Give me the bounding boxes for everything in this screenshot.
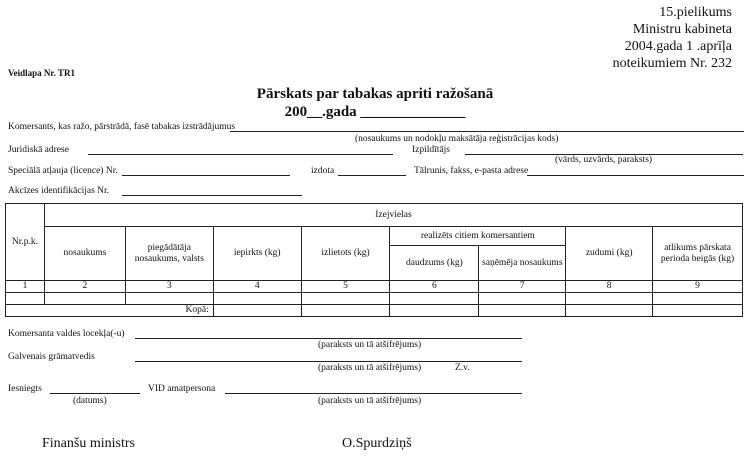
- cell[interactable]: [565, 304, 654, 317]
- annex-line: 2004.gada 1 .aprīļa: [624, 39, 732, 54]
- issued-field[interactable]: [338, 175, 406, 176]
- col-number: 8: [565, 280, 654, 293]
- cell[interactable]: [652, 292, 743, 305]
- cell[interactable]: [5, 292, 45, 305]
- executor-hint: (vārds, uzvārds, paraksts): [555, 155, 653, 165]
- accountant-hint: (paraksts un tā atšifrējums): [318, 363, 422, 373]
- cell[interactable]: [212, 304, 302, 317]
- total-row: Kopā:: [5, 304, 743, 317]
- company-label: Komersants, kas ražo, pārstrādā, fasē ta…: [8, 122, 236, 132]
- col-number: 5: [300, 280, 391, 293]
- company-field[interactable]: [230, 131, 744, 132]
- page-title: Pārskats par tabakas apriti ražošanā: [256, 86, 494, 102]
- col-number: 7: [478, 280, 567, 293]
- cell[interactable]: [478, 292, 567, 305]
- header-recipient: saņēmēja nosaukums: [478, 245, 567, 281]
- cell[interactable]: [300, 292, 391, 305]
- seal-label: Z.v.: [455, 363, 470, 373]
- header-supplier: piegādātāja nosaukums, valsts: [124, 226, 214, 281]
- header-nr: Nr.p.k.: [5, 203, 45, 281]
- header-group: Izejvielas: [43, 203, 744, 227]
- minister-name: O.Spurdziņš: [342, 436, 412, 451]
- contacts-field[interactable]: [527, 175, 744, 176]
- cell[interactable]: [124, 292, 214, 305]
- col-number: 6: [389, 280, 480, 293]
- col-number: 4: [212, 280, 302, 293]
- total-label: Kopā:: [5, 304, 214, 317]
- license-field[interactable]: [122, 175, 290, 176]
- cell[interactable]: [389, 304, 480, 317]
- contacts-label: Tālrunis, fakss, e-pasta adrese: [414, 166, 529, 176]
- report-table: Nr.p.k. Izejvielas nosaukums piegādātāja…: [5, 203, 744, 317]
- col-number: 9: [652, 280, 743, 293]
- header-purchased: iepirkts (kg): [212, 226, 302, 281]
- vid-signature-field[interactable]: [225, 393, 522, 394]
- submitted-label: Iesniegts: [8, 384, 42, 394]
- vid-hint: (paraksts un tā atšifrējums): [318, 396, 422, 406]
- company-hint: (nosaukums un nodokļu maksātāja reģistrā…: [355, 134, 559, 144]
- col-number: 3: [124, 280, 214, 293]
- executor-label: Izpildītājs: [412, 145, 450, 155]
- cell[interactable]: [300, 304, 391, 317]
- license-label: Speciālā atļauja (licence) Nr.: [8, 166, 118, 176]
- table-row[interactable]: [5, 292, 743, 305]
- cell[interactable]: [43, 292, 126, 305]
- executor-field[interactable]: [465, 154, 743, 155]
- board-hint: (paraksts un tā atšifrējums): [318, 340, 422, 350]
- excise-label: Akcīzes identifikācijas Nr.: [8, 186, 110, 196]
- header-realized: realizēts citiem komersantiem: [389, 226, 567, 246]
- issued-label: izdota: [311, 166, 335, 176]
- col-number: 1: [5, 280, 45, 293]
- header-quantity: daudzums (kg): [389, 245, 480, 281]
- header-losses: zudumi (kg): [565, 226, 654, 281]
- date-hint: (datums): [73, 396, 107, 406]
- form-id: Veidlapa Nr. TR1: [8, 68, 75, 78]
- board-signature-field[interactable]: [135, 338, 522, 339]
- annex-note: 15.pielikums Ministru kabineta 2004.gada…: [613, 4, 732, 72]
- header-balance: atlikums pārskata perioda beigās (kg): [652, 226, 743, 281]
- annex-line: Ministru kabineta: [632, 22, 732, 37]
- number-row: 1 2 3 4 5 6 7 8 9: [5, 280, 743, 293]
- col-number: 2: [43, 280, 126, 293]
- period: 200__.gada ______________: [284, 104, 466, 120]
- minister-role: Finanšu ministrs: [42, 436, 135, 451]
- legal-address-label: Juridiskā adrese: [8, 145, 69, 155]
- date-field[interactable]: [50, 393, 140, 394]
- header-name: nosaukums: [43, 226, 126, 281]
- cell[interactable]: [565, 292, 654, 305]
- legal-address-field[interactable]: [88, 154, 393, 155]
- header-used: izlietots (kg): [300, 226, 391, 281]
- accountant-label: Galvenais grāmatvedis: [8, 352, 95, 362]
- accountant-signature-field[interactable]: [135, 361, 522, 362]
- cell[interactable]: [652, 304, 743, 317]
- board-label: Komersanta valdes locekļa(-u): [8, 329, 125, 339]
- cell[interactable]: [478, 304, 567, 317]
- cell[interactable]: [389, 292, 480, 305]
- excise-field[interactable]: [122, 195, 302, 196]
- annex-line: 15.pielikums: [659, 5, 732, 20]
- cell[interactable]: [212, 292, 302, 305]
- annex-line: noteikumiem Nr. 232: [612, 56, 732, 71]
- vid-label: VID amatpersona: [148, 384, 216, 394]
